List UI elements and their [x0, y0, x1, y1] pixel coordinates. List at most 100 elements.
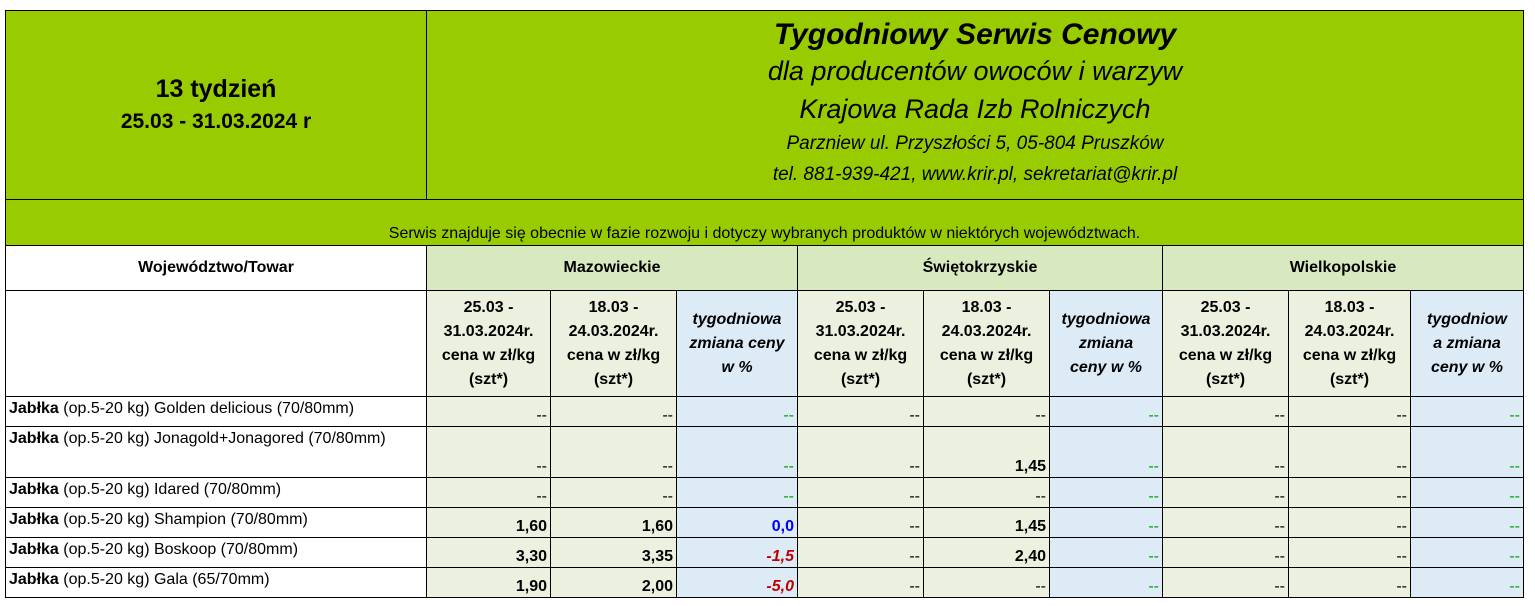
product-category: Jabłka [9, 541, 59, 558]
price-cell: -- [1162, 396, 1289, 427]
weekly-change-cell: -- [1049, 477, 1163, 508]
product-name: Jabłka (op.5-20 kg) Gala (65/70mm) [5, 567, 427, 598]
price-table: 13 tydzień 25.03 - 31.03.2024 r Tygodnio… [5, 10, 1524, 598]
col-label-line: w % [721, 358, 753, 376]
col-label-line: ceny w % [1430, 358, 1504, 376]
week-number: 13 tydzień [155, 75, 277, 103]
notice: Serwis znajduje się obecnie w fazie rozw… [5, 199, 1524, 246]
col-label-line: ceny w % [1069, 358, 1143, 376]
product-category: Jabłka [9, 511, 59, 528]
col-label-line: zmiana [1078, 334, 1134, 352]
col-label-line: a zmiana [1433, 334, 1501, 352]
week-cell: 13 tydzień 25.03 - 31.03.2024 r [5, 10, 427, 200]
organization-name: Krajowa Rada Izb Rolniczych [799, 94, 1151, 124]
price-cell: -- [923, 396, 1050, 427]
weekly-change-cell: -- [676, 426, 798, 478]
col-label-line: 24.03.2024r. [1304, 322, 1395, 340]
col-weekly-change: tygodniow a zmiana ceny w % [1410, 290, 1524, 397]
col-label-line: 25.03 - [835, 298, 886, 316]
price-cell: -- [550, 396, 677, 427]
col-label-line: 31.03.2024r. [815, 322, 906, 340]
col-label-line: (szt*) [593, 370, 634, 388]
price-cell: -- [426, 396, 551, 427]
col-previous-week: 18.03 - 24.03.2024r. cena w zł/kg (szt*) [1288, 290, 1411, 397]
empty-subheader [5, 290, 427, 397]
col-label-line: 18.03 - [1324, 298, 1375, 316]
price-cell: -- [1162, 507, 1289, 538]
weekly-change-cell: -- [1049, 426, 1163, 478]
weekly-change-cell: -- [1410, 507, 1524, 538]
price-cell: 1,90 [426, 567, 551, 598]
region-header-swietokrzyskie: Świętokrzyskie [797, 245, 1163, 291]
price-cell: -- [550, 477, 677, 508]
price-cell: -- [1288, 567, 1411, 598]
product-description: (op.5-20 kg) Shampion (70/80mm) [58, 511, 308, 528]
product-category: Jabłka [9, 481, 59, 498]
price-cell: 1,45 [923, 507, 1050, 538]
product-category: Jabłka [9, 430, 59, 447]
product-name: Jabłka (op.5-20 kg) Shampion (70/80mm) [5, 507, 427, 538]
col-weekly-change: tygodniowa zmiana ceny w % [676, 290, 798, 397]
table-row: Jabłka (op.5-20 kg) Golden delicious (70… [5, 396, 1524, 427]
organization-address: Parzniew ul. Przyszłości 5, 05-804 Prusz… [786, 133, 1164, 154]
product-name: Jabłka (op.5-20 kg) Idared (70/80mm) [5, 477, 427, 508]
weekly-change-cell: -5,0 [676, 567, 798, 598]
col-label-line: 31.03.2024r. [1180, 322, 1271, 340]
weekly-change-cell: -- [1049, 567, 1163, 598]
weekly-change-cell: -- [1410, 567, 1524, 598]
region-header-mazowieckie: Mazowieckie [426, 245, 798, 291]
weekly-change-cell: -- [1049, 537, 1163, 568]
table-row: Jabłka (op.5-20 kg) Boskoop (70/80mm) 3,3… [5, 537, 1524, 568]
weekly-change-cell: -- [1049, 507, 1163, 538]
product-category: Jabłka [9, 400, 59, 417]
price-cell: -- [550, 426, 677, 478]
product-name: Jabłka (op.5-20 kg) Jonagold+Jonagored (… [5, 426, 427, 478]
col-label-line: cena w zł/kg [1178, 346, 1273, 364]
col-current-week: 25.03 - 31.03.2024r. cena w zł/kg (szt*) [426, 290, 551, 397]
col-label-line: (szt*) [468, 370, 509, 388]
col-label-line: 25.03 - [1200, 298, 1251, 316]
price-cell: -- [1162, 477, 1289, 508]
price-cell: 1,60 [426, 507, 551, 538]
price-cell: -- [797, 426, 924, 478]
page-subtitle: dla producentów owoców i warzyw [767, 56, 1183, 86]
price-cell: -- [1288, 426, 1411, 478]
week-range: 25.03 - 31.03.2024 r [120, 110, 312, 133]
col-label-line: 25.03 - [463, 298, 514, 316]
weekly-change-cell: -- [1410, 426, 1524, 478]
price-cell: -- [426, 426, 551, 478]
col-label-line: (szt*) [1205, 370, 1246, 388]
col-previous-week: 18.03 - 24.03.2024r. cena w zł/kg (szt*) [550, 290, 677, 397]
price-cell: -- [1162, 426, 1289, 478]
weekly-change-cell: 0,0 [676, 507, 798, 538]
product-description: (op.5-20 kg) Idared (70/80mm) [58, 481, 282, 498]
weekly-change-cell: -- [1410, 396, 1524, 427]
price-cell: -- [1162, 537, 1289, 568]
weekly-change-cell: -- [1049, 396, 1163, 427]
price-cell: -- [923, 567, 1050, 598]
table-row: Jabłka (op.5-20 kg) Idared (70/80mm) -- --… [5, 477, 1524, 508]
price-cell: -- [1288, 396, 1411, 427]
product-name: Jabłka (op.5-20 kg) Golden delicious (70… [5, 396, 427, 427]
col-label-line: (szt*) [966, 370, 1007, 388]
col-label-line: (szt*) [840, 370, 881, 388]
price-cell: 3,35 [550, 537, 677, 568]
table-row: Jabłka (op.5-20 kg) Shampion (70/80mm) 1,… [5, 507, 1524, 538]
product-description: (op.5-20 kg) Boskoop (70/80mm) [58, 541, 299, 558]
price-cell: 3,30 [426, 537, 551, 568]
price-cell: -- [797, 567, 924, 598]
title-cell: Tygodniowy Serwis Cenowy dla producentów… [426, 10, 1524, 200]
col-label-line: zmiana ceny [689, 334, 785, 352]
product-description: (op.5-20 kg) Golden delicious (70/80mm) [58, 400, 355, 417]
product-description: (op.5-20 kg) Gala (65/70mm) [58, 571, 270, 588]
price-cell: 2,40 [923, 537, 1050, 568]
col-label-line: cena w zł/kg [1302, 346, 1397, 364]
product-category: Jabłka [9, 571, 59, 588]
price-cell: -- [797, 477, 924, 508]
table-row: Jabłka (op.5-20 kg) Gala (65/70mm) 1,90 2,… [5, 567, 1524, 598]
price-cell: -- [1288, 507, 1411, 538]
col-current-week: 25.03 - 31.03.2024r. cena w zł/kg (szt*) [1162, 290, 1289, 397]
price-cell: -- [1288, 537, 1411, 568]
col-label-line: cena w zł/kg [441, 346, 536, 364]
col-label-line: 31.03.2024r. [443, 322, 534, 340]
